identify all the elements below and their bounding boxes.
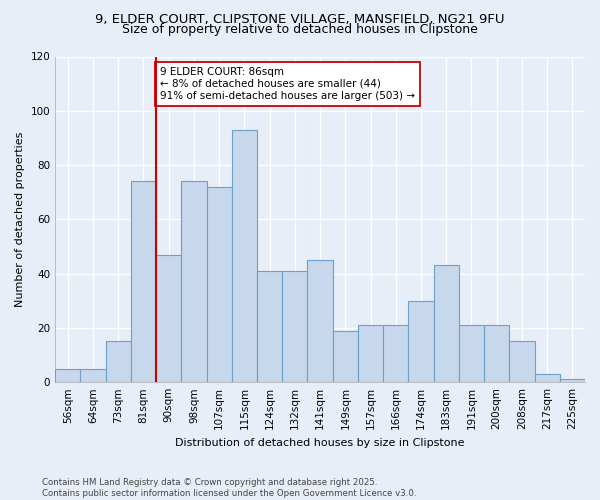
Bar (459, 325, 484, 382)
Bar (55, 368, 80, 382)
Bar (282, 271, 307, 382)
Bar (106, 342, 131, 382)
Text: 9, ELDER COURT, CLIPSTONE VILLAGE, MANSFIELD, NG21 9FU: 9, ELDER COURT, CLIPSTONE VILLAGE, MANSF… (95, 12, 505, 26)
Bar (307, 260, 332, 382)
Bar (257, 271, 282, 382)
Bar (232, 130, 257, 382)
Y-axis label: Number of detached properties: Number of detached properties (15, 132, 25, 307)
Text: 9 ELDER COURT: 86sqm
← 8% of detached houses are smaller (44)
91% of semi-detach: 9 ELDER COURT: 86sqm ← 8% of detached ho… (160, 68, 415, 100)
Bar (80, 368, 106, 382)
Bar (156, 254, 181, 382)
Text: Size of property relative to detached houses in Clipstone: Size of property relative to detached ho… (122, 22, 478, 36)
Bar (358, 325, 383, 382)
Bar (332, 330, 358, 382)
Bar (206, 187, 232, 382)
Bar (181, 182, 206, 382)
Bar (509, 342, 535, 382)
Bar (409, 301, 434, 382)
Bar (560, 380, 585, 382)
Bar (484, 325, 509, 382)
Bar (434, 266, 459, 382)
Bar (131, 182, 156, 382)
Bar (535, 374, 560, 382)
Text: Contains HM Land Registry data © Crown copyright and database right 2025.
Contai: Contains HM Land Registry data © Crown c… (42, 478, 416, 498)
X-axis label: Distribution of detached houses by size in Clipstone: Distribution of detached houses by size … (175, 438, 465, 448)
Bar (383, 325, 409, 382)
